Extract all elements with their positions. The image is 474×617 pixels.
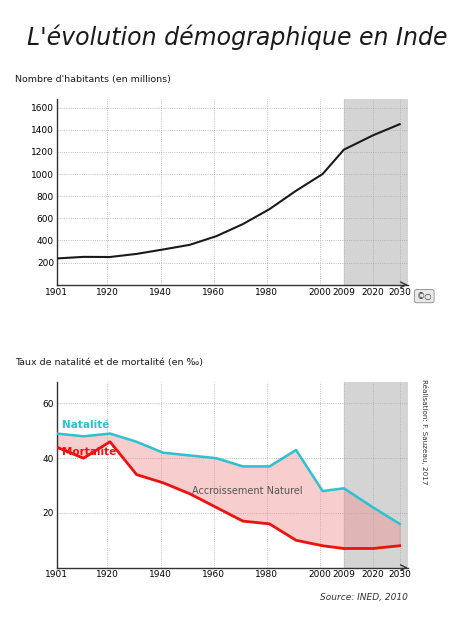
Bar	[344, 381, 421, 568]
Text: Source: INED, 2010: Source: INED, 2010	[320, 592, 408, 602]
Text: Mortalité: Mortalité	[62, 447, 117, 457]
Text: ©○: ©○	[417, 292, 432, 300]
Text: Taux de natalité et de mortalité (en ‰): Taux de natalité et de mortalité (en ‰)	[15, 358, 203, 366]
Text: L'évolution démographique en Inde: L'évolution démographique en Inde	[27, 25, 447, 50]
Text: Nombre d'habitants (en millions): Nombre d'habitants (en millions)	[15, 75, 171, 84]
Bar	[344, 99, 421, 285]
Text: Réalisation: F. Sauzeau, 2017: Réalisation: F. Sauzeau, 2017	[421, 379, 428, 484]
Text: Accroissement Naturel: Accroissement Naturel	[192, 486, 303, 495]
Text: Natalité: Natalité	[62, 420, 109, 430]
